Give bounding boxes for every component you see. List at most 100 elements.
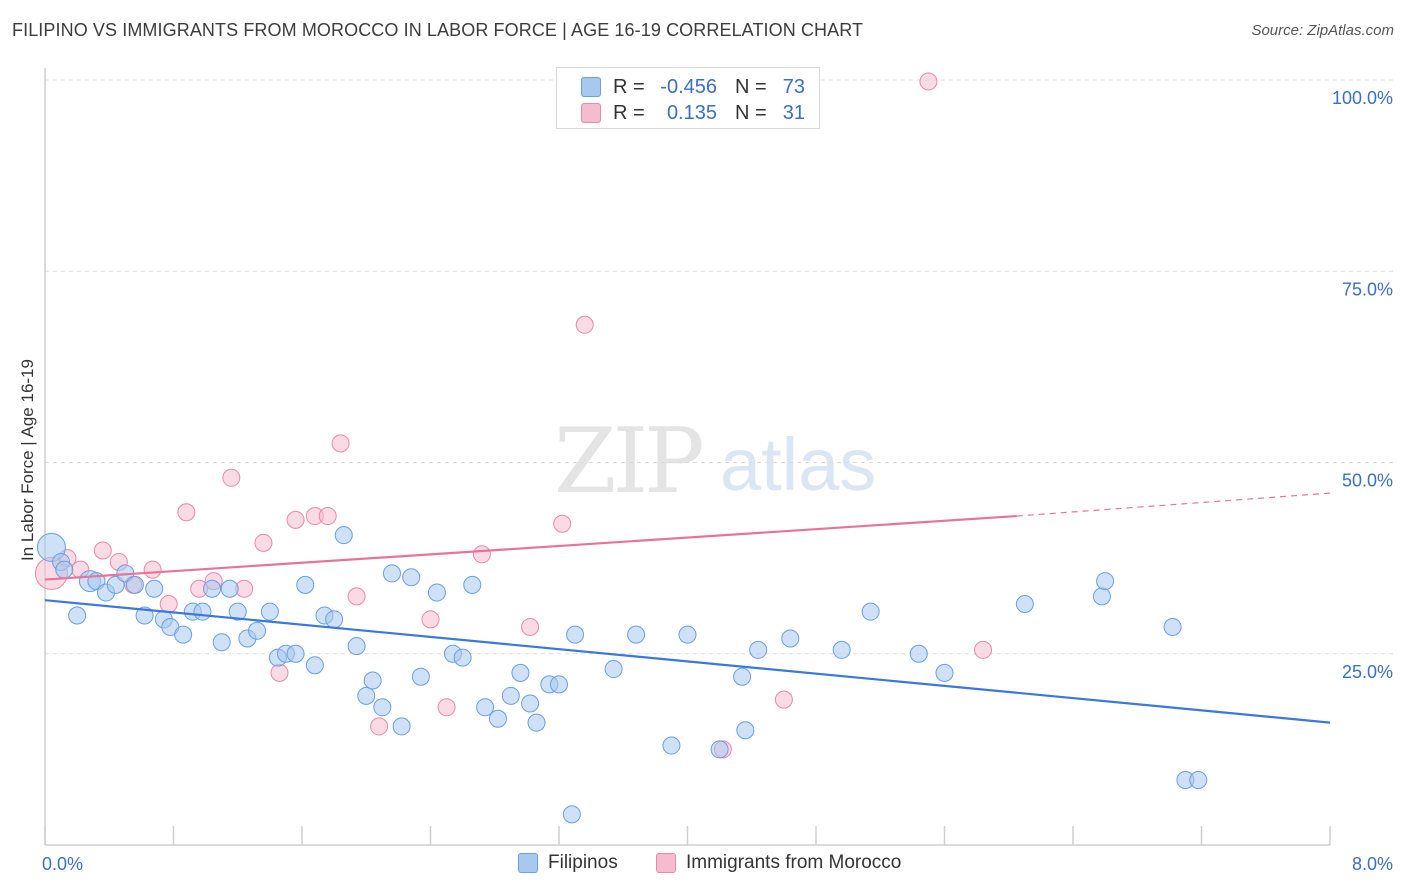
data-point-morocco	[159, 595, 178, 614]
data-point-filipinos	[511, 663, 530, 682]
data-point-morocco	[575, 315, 594, 334]
data-point-filipinos	[566, 625, 585, 644]
data-point-filipinos	[453, 648, 472, 667]
legend-n-label: N =	[735, 75, 767, 98]
data-point-filipinos	[832, 640, 851, 659]
data-point-filipinos	[125, 575, 144, 594]
trend-line-filipinos	[44, 599, 1331, 724]
data-point-morocco	[553, 514, 572, 533]
data-point-morocco	[254, 533, 273, 552]
data-point-filipinos	[627, 625, 646, 644]
source-credit: Source: ZipAtlas.com	[1251, 22, 1394, 39]
data-point-filipinos	[228, 602, 247, 621]
data-point-morocco	[919, 72, 938, 91]
data-point-morocco	[286, 510, 305, 529]
data-point-filipinos	[781, 629, 800, 648]
data-point-filipinos	[521, 694, 540, 713]
data-point-filipinos	[260, 602, 279, 621]
legend-item-filipinos: Filipinos	[518, 852, 618, 874]
data-point-filipinos	[363, 671, 382, 690]
data-point-filipinos	[1092, 587, 1111, 606]
legend-swatch-morocco	[656, 853, 676, 873]
data-point-filipinos	[550, 675, 568, 694]
data-point-morocco	[331, 434, 350, 453]
legend-n-value: 73	[782, 75, 805, 98]
data-point-morocco	[437, 698, 456, 717]
data-point-filipinos	[203, 579, 222, 598]
data-point-filipinos	[55, 560, 74, 579]
data-point-filipinos	[212, 633, 231, 652]
data-point-filipinos	[135, 606, 154, 625]
data-point-filipinos	[220, 579, 239, 598]
data-point-filipinos	[286, 644, 305, 663]
tick-labels: 25.0% 50.0% 75.0% 100.0% 0.0% 8.0%	[42, 88, 1393, 874]
data-point-filipinos	[604, 660, 623, 679]
data-point-filipinos	[334, 526, 353, 545]
data-point-morocco	[270, 663, 289, 682]
series-legend: Filipinos Immigrants from Morocco	[0, 852, 1406, 876]
correlation-legend: R = -0.456 N = 73 R = 0.135 N = 31	[556, 67, 820, 129]
data-point-filipinos	[174, 625, 193, 644]
trend-line-morocco-extension	[1016, 492, 1331, 517]
x-tick-label: 8.0%	[1352, 854, 1393, 874]
data-point-filipinos	[463, 575, 482, 594]
legend-item-morocco: Immigrants from Morocco	[656, 852, 901, 874]
data-point-filipinos	[736, 721, 755, 740]
data-point-filipinos	[296, 575, 315, 594]
legend-swatch-morocco	[581, 103, 601, 123]
watermark: ZIP atlas	[554, 409, 876, 514]
data-point-morocco	[177, 503, 196, 522]
x-tick-label: 0.0%	[42, 854, 83, 874]
data-point-filipinos	[68, 606, 87, 625]
y-tick-label: 50.0%	[1342, 471, 1393, 491]
legend-swatch-filipinos	[518, 853, 538, 873]
data-point-morocco	[774, 690, 793, 709]
data-point-filipinos	[476, 698, 495, 717]
watermark-zip: ZIP	[554, 409, 702, 514]
data-point-filipinos	[562, 805, 581, 824]
data-point-filipinos	[488, 709, 507, 728]
data-point-filipinos	[678, 625, 697, 644]
legend-swatch-filipinos	[581, 77, 601, 97]
data-point-morocco	[222, 468, 241, 487]
data-point-filipinos	[411, 667, 430, 686]
y-tick-label: 75.0%	[1342, 279, 1393, 299]
data-point-filipinos	[305, 656, 324, 675]
data-point-morocco	[370, 717, 389, 736]
data-point-filipinos	[106, 575, 125, 594]
legend-r-label: R =	[613, 75, 645, 98]
data-point-filipinos	[357, 686, 376, 705]
legend-n-value: 31	[782, 101, 805, 124]
legend-r-value: 0.135	[666, 101, 717, 124]
data-point-filipinos	[392, 717, 411, 736]
data-point-morocco	[347, 587, 366, 606]
data-point-morocco	[93, 541, 112, 560]
data-point-filipinos	[1189, 770, 1208, 789]
legend-label-morocco: Immigrants from Morocco	[686, 852, 902, 873]
data-point-filipinos	[193, 602, 212, 621]
data-point-morocco	[974, 640, 993, 659]
data-point-filipinos	[733, 667, 752, 686]
data-point-filipinos	[1163, 617, 1182, 636]
y-tick-label: 25.0%	[1342, 662, 1393, 682]
data-point-filipinos	[710, 740, 729, 759]
data-point-filipinos	[527, 713, 546, 732]
data-point-filipinos	[861, 602, 880, 621]
data-point-filipinos	[662, 736, 681, 755]
trend-line-morocco	[44, 514, 1017, 581]
legend-n-label: N =	[735, 101, 767, 124]
data-point-filipinos	[427, 583, 446, 602]
axes	[44, 68, 1331, 846]
filipino-points	[36, 526, 1208, 824]
gridlines	[45, 79, 1395, 655]
data-point-filipinos	[749, 640, 768, 659]
legend-label-filipinos: Filipinos	[548, 852, 618, 873]
data-point-filipinos	[145, 579, 164, 598]
data-point-morocco	[318, 507, 337, 526]
data-point-filipinos	[1015, 595, 1034, 614]
data-point-morocco	[521, 617, 540, 636]
data-point-filipinos	[402, 568, 421, 587]
trend-lines	[44, 492, 1331, 724]
data-point-morocco	[472, 545, 491, 564]
